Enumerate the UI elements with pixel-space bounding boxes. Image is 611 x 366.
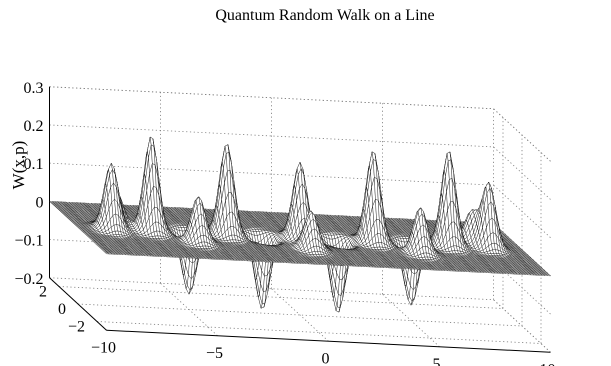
surface-mesh bbox=[49, 136, 551, 313]
grid-edge bbox=[493, 108, 551, 162]
chart-title: Quantum Random Walk on a Line bbox=[215, 7, 434, 24]
axis-layer bbox=[49, 86, 551, 353]
grid-line-y bbox=[96, 321, 542, 344]
grid-line-x bbox=[382, 293, 440, 348]
x-axis-line bbox=[106, 329, 551, 353]
grid-line-x bbox=[271, 288, 329, 342]
y-axis-line bbox=[49, 277, 107, 331]
z-axis-label: W(x,p) bbox=[9, 141, 28, 190]
grid-line-y bbox=[58, 286, 504, 309]
